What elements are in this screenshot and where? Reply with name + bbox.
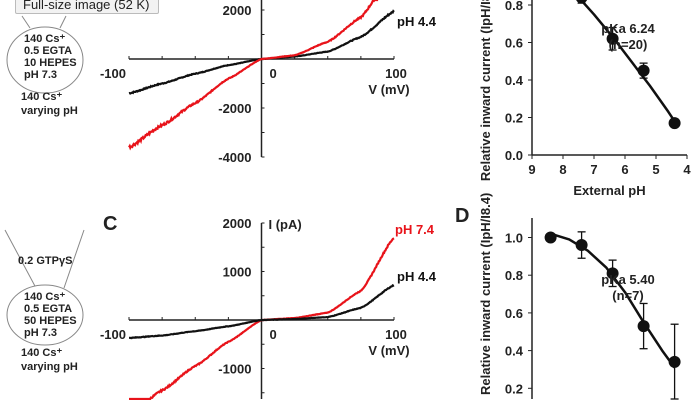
y-tick-label: -1000: [218, 362, 251, 377]
pipette-solution-line: 140 Cs⁺: [24, 291, 65, 303]
pka-annotation: pKa 6.24: [601, 21, 655, 36]
pipette-solution-line: 0.5 EGTA: [24, 303, 72, 315]
data-point: [606, 267, 619, 280]
panel-label-d: D: [455, 205, 469, 227]
trace-ph-7-4: [128, 0, 379, 151]
legend-ph-4-4: pH 4.4: [397, 269, 437, 284]
cell-schematic-bottom: [4, 229, 85, 346]
legend-ph-7-4: pH 7.4: [395, 222, 435, 237]
y-axis-label: Relative inward current (IpH/I8.4): [478, 0, 493, 181]
fit-curve: [579, 0, 676, 122]
n-annotation: (n=7): [612, 288, 643, 303]
x-tick-label: 0: [270, 327, 277, 342]
data-point: [576, 0, 588, 4]
bath-solution-line: varying pH: [21, 105, 78, 117]
data-point: [637, 320, 650, 333]
y-tick-label: 0.0: [505, 148, 523, 163]
bath-solution-line: 140 Cs⁺: [21, 347, 62, 359]
x-tick-label: 5: [652, 162, 659, 177]
panel-label-c: C: [103, 213, 117, 235]
y-tick-label: 0.6: [505, 306, 523, 321]
x-axis-label: External pH: [573, 183, 645, 198]
x-tick-label: 100: [385, 327, 407, 342]
legend-ph-4-4: pH 4.4: [397, 14, 437, 29]
x-tick-label: 4: [683, 162, 691, 177]
cell-outline: [6, 284, 84, 346]
x-tick-label: -100: [100, 66, 126, 81]
fit-curve: [550, 232, 676, 369]
y-tick-label: 2000: [223, 3, 252, 18]
cell-schematic-top: [6, 15, 84, 94]
y-tick-label: 0.4: [505, 344, 524, 359]
x-axis-label: V (mV): [368, 343, 409, 358]
x-tick-label: 0: [270, 66, 277, 81]
y-tick-label: 0.8: [505, 268, 523, 283]
pipette-outline: [4, 229, 85, 289]
y-axis-label: I (pA): [269, 217, 302, 232]
x-tick-label: 100: [385, 66, 407, 81]
pipette-gtp-label: 0.2 GTPγS: [18, 255, 72, 267]
data-point: [668, 117, 681, 130]
y-tick-label: 0.2: [505, 111, 523, 126]
trace-ph-4-4: [129, 284, 395, 340]
x-tick-label: 8: [559, 162, 566, 177]
full-size-image-tooltip[interactable]: Full-size image (52 K): [15, 0, 159, 14]
x-tick-label: -100: [100, 327, 126, 342]
pka-annotation: pKa 5.40: [601, 272, 654, 287]
y-tick-label: 1.0: [505, 231, 523, 246]
bath-solution-line: varying pH: [21, 361, 78, 373]
n-annotation: (n=20): [609, 37, 648, 52]
ph-response-plot-d: 1.0 0.8 0.6 0.4 0.2 Relative inward current (…: [478, 193, 681, 400]
y-tick-label: 0.2: [505, 381, 523, 396]
pipette-outline: [21, 15, 67, 29]
x-axis-label: V (mV): [368, 82, 409, 97]
y-tick-label: -2000: [218, 101, 251, 116]
x-tick-label: 6: [621, 162, 628, 177]
data-point: [575, 239, 588, 252]
pipette-solution-line: 0.5 EGTA: [24, 45, 72, 57]
ph-response-plot-a: 0.0 0.2 0.4 0.6 0.8 9 8 7 6 5 4 External pH Relative…: [478, 0, 691, 198]
y-tick-label: 0.4: [505, 73, 524, 88]
y-tick-label: 0.6: [505, 36, 523, 51]
y-tick-label: 0.8: [505, 0, 523, 13]
data-point: [637, 64, 650, 77]
y-axis-label: Relative inward current (IpH/I8.4): [478, 193, 493, 395]
y-tick-label: 2000: [223, 216, 252, 231]
cell-outline: [6, 26, 84, 94]
data-point: [544, 231, 557, 244]
pipette-solution-line: pH 7.3: [24, 69, 57, 81]
pipette-solution-line: 10 HEPES: [24, 57, 77, 69]
x-tick-label: 7: [590, 162, 597, 177]
bath-solution-line: 140 Cs⁺: [21, 91, 62, 103]
data-point: [668, 355, 681, 368]
pipette-solution-line: pH 7.3: [24, 327, 57, 339]
data-point: [606, 32, 619, 45]
y-tick-label: 1000: [223, 265, 252, 280]
x-tick-label: 9: [528, 162, 535, 177]
y-tick-label: -4000: [218, 150, 251, 165]
pipette-solution-line: 140 Cs⁺: [24, 33, 65, 45]
pipette-solution-line: 50 HEPES: [24, 315, 77, 327]
